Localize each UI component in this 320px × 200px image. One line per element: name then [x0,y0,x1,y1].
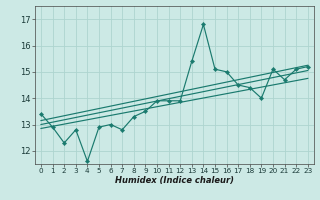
X-axis label: Humidex (Indice chaleur): Humidex (Indice chaleur) [115,176,234,185]
